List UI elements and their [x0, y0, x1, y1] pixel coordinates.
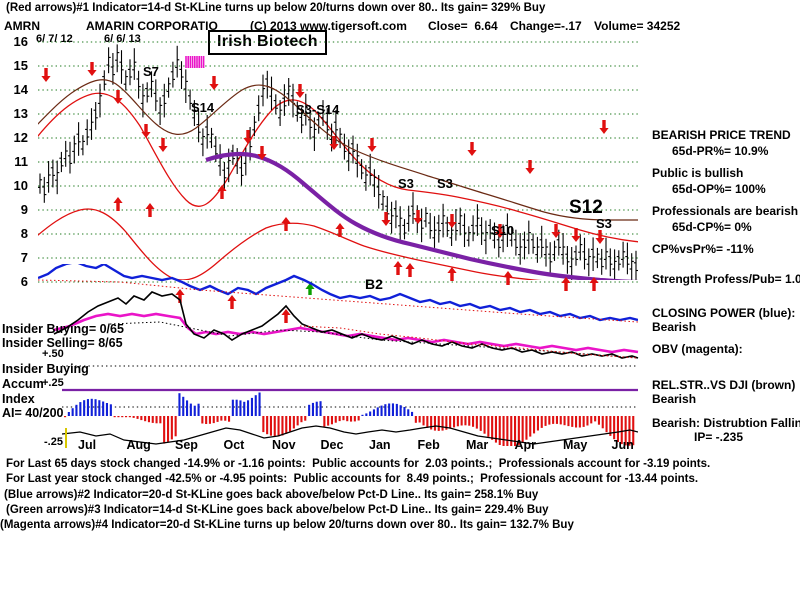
- closing-power-status: Bearish: [652, 320, 697, 334]
- price-change: Change=-.17: [510, 19, 582, 33]
- scale-plus-50: +.50: [42, 348, 64, 360]
- price-tick-16: 16: [13, 34, 28, 49]
- footer-line-blue-arrows: (Blue arrows)#2 Indicator=20-d St-KLine …: [4, 489, 539, 501]
- month-tick-apr: Apr: [514, 438, 537, 452]
- obv-dotted-ref: [109, 321, 639, 359]
- relstr-dotted-red: [299, 325, 639, 359]
- volume-value: Volume= 34252: [594, 19, 681, 33]
- price-tick-7: 7: [20, 250, 28, 265]
- month-tick-oct: Oct: [223, 438, 245, 452]
- relstr-title: REL.STR..VS DJI (brown): [652, 378, 796, 392]
- public-sentiment-title: Public is bullish: [652, 166, 744, 180]
- price-tick-6: 6: [20, 274, 28, 289]
- month-tick-nov: Nov: [272, 438, 296, 452]
- company-name: AMARIN CORPORATIO: [86, 19, 218, 33]
- indicator-headline: (Red arrows)#1 Indicator=14-d St-KLine t…: [6, 2, 546, 14]
- moving-average-line: [205, 151, 638, 280]
- obv-title: OBV (magenta):: [652, 342, 743, 356]
- scale-minus-25: -.25: [44, 436, 63, 448]
- closing-power-line: [38, 264, 638, 322]
- footer-line-lastyear: For Last year stock changed -42.5% or -4…: [6, 473, 699, 485]
- strength-profess-pub: Strength Profess/Pub= 1.0: [652, 272, 800, 286]
- professionals-value: 65d-CP%= 0%: [672, 220, 752, 234]
- footer-line-65days: For Last 65 days stock changed -14.9% or…: [6, 458, 711, 470]
- ticker-symbol: AMRN: [4, 19, 40, 33]
- insider-buying-count: Insider Buying= 0/65: [2, 322, 124, 336]
- month-tick-aug: Aug: [126, 438, 151, 452]
- price-tick-9: 9: [20, 202, 28, 217]
- month-tick-feb: Feb: [417, 438, 440, 452]
- price-tick-10: 10: [13, 178, 28, 193]
- annotation-s3: S3: [437, 176, 453, 192]
- price-tick-11: 11: [14, 154, 28, 169]
- accumulation-index-histogram: [64, 392, 635, 446]
- accum-index-value: AI= 40/200: [2, 406, 64, 420]
- trend-title: BEARISH PRICE TREND: [652, 128, 791, 142]
- month-tick-mar: Mar: [466, 438, 489, 452]
- month-tick-dec: Dec: [320, 438, 344, 452]
- rel-strength-upper-curve: [38, 79, 638, 221]
- annotation-s7: S7: [143, 63, 159, 79]
- annotation-s12: S12: [569, 196, 603, 218]
- annotation-s3: S3: [596, 216, 612, 231]
- upper-band-line: [38, 92, 638, 243]
- annotation-s3-s14: S3-S14: [296, 102, 340, 117]
- price-tick-13: 13: [13, 106, 28, 121]
- relstr-status: Bearish: [652, 392, 697, 406]
- price-tick-12: 12: [13, 130, 28, 145]
- annotation-b2: B2: [365, 276, 383, 292]
- insider-selling-count: Insider Selling= 8/65: [2, 336, 123, 350]
- cp-vs-pr-value: CP%vsPr%= -11%: [652, 242, 754, 256]
- close-price: Close= 6.64: [428, 19, 498, 33]
- obv-line: [53, 312, 639, 354]
- professionals-title: Professionals are bearish: [652, 204, 799, 218]
- trend-value: 65d-PR%= 10.9%: [672, 144, 769, 158]
- public-sentiment-value: 65d-OP%= 100%: [672, 182, 766, 196]
- accum-smoothing-line: [62, 425, 638, 445]
- chart-svg: [38, 41, 639, 448]
- month-tick-jun: Jun: [611, 438, 634, 452]
- ip-value: IP= -.235: [694, 430, 744, 444]
- month-tick-jul: Jul: [78, 438, 97, 452]
- scale-plus-25: +.25: [42, 377, 64, 389]
- month-tick-jan: Jan: [369, 438, 391, 452]
- accum-label-line2: Accum: [2, 377, 44, 391]
- month-tick-may: May: [563, 438, 588, 452]
- accum-label-line1: Insider Buying: [2, 362, 89, 376]
- month-tick-sep: Sep: [175, 438, 198, 452]
- annotation-s3: S3: [398, 176, 414, 192]
- footer-line-green-arrows: (Green arrows)#3 Indicator=14-d St-KLine…: [6, 504, 549, 516]
- price-tick-14: 14: [13, 82, 28, 97]
- accum-label-line3: Index: [2, 392, 35, 406]
- signal-arrows: [41, 56, 609, 323]
- annotation-s10: S10: [491, 223, 515, 239]
- closing-power-title: CLOSING POWER (blue):: [652, 306, 796, 320]
- copyright-notice: (C) 2013 www.tigersoft.com: [250, 19, 407, 33]
- obv-black-curve: [53, 291, 639, 359]
- price-tick-8: 8: [20, 226, 28, 241]
- price-gridlines: [38, 41, 638, 283]
- footer-line-magenta-arrows: (Magenta arrows)#4 Indicator=20-d St-KLi…: [0, 519, 574, 531]
- annotation-s14: S14: [191, 99, 215, 115]
- price-chart-plot: [0, 28, 640, 448]
- distribution-status: Bearish: Distrubtion Falling: [652, 416, 800, 430]
- price-tick-15: 15: [13, 58, 28, 73]
- ohlc-price-bars: [38, 44, 638, 280]
- lower-band-line: [38, 208, 543, 280]
